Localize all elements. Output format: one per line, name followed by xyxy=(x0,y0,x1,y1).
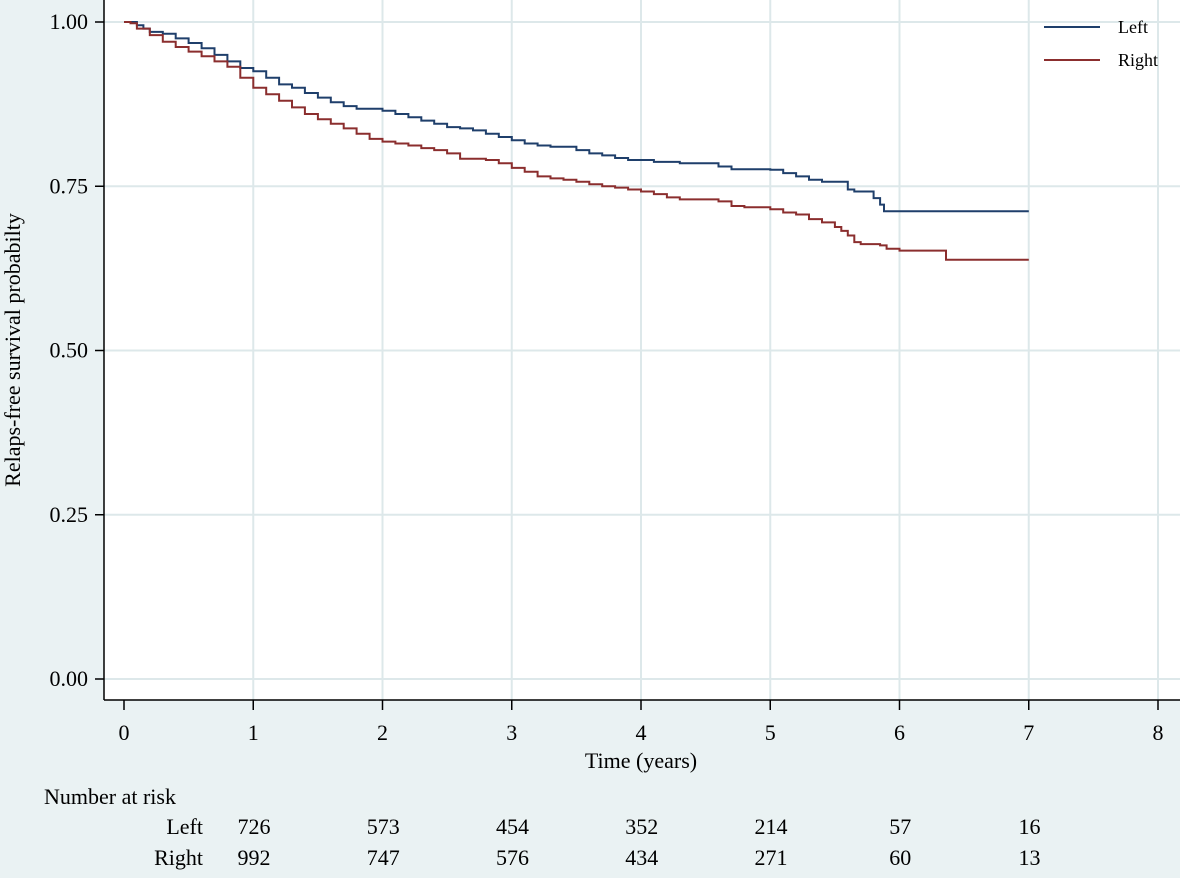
risk-count: 747 xyxy=(367,845,400,870)
y-tick-label: 0.75 xyxy=(50,173,89,198)
legend-label-left: Left xyxy=(1118,17,1148,37)
risk-count: 576 xyxy=(496,845,529,870)
x-tick-label: 0 xyxy=(119,720,130,745)
risk-count: 271 xyxy=(755,845,788,870)
x-tick-label: 4 xyxy=(636,720,647,745)
x-axis-label: Time (years) xyxy=(585,748,697,773)
risk-count: 57 xyxy=(889,814,911,839)
y-tick-label: 1.00 xyxy=(50,9,89,34)
risk-table: Number at risk Left 726 573 454 352 214 57 16 Ri… xyxy=(44,784,1041,870)
risk-row-label-right: Right xyxy=(154,845,203,870)
legend-label-right: Right xyxy=(1118,50,1158,70)
x-tick-label: 5 xyxy=(765,720,776,745)
risk-table-title: Number at risk xyxy=(44,784,176,809)
risk-count: 726 xyxy=(238,814,271,839)
y-tick-label: 0.25 xyxy=(50,502,89,527)
risk-count: 434 xyxy=(625,845,658,870)
risk-count: 573 xyxy=(367,814,400,839)
y-axis-label: Relaps-free survival probabilty xyxy=(0,213,25,487)
risk-count: 214 xyxy=(755,814,788,839)
risk-row-label-left: Left xyxy=(166,814,203,839)
risk-count: 60 xyxy=(889,845,911,870)
risk-count: 13 xyxy=(1019,845,1041,870)
x-tick-label: 2 xyxy=(377,720,388,745)
x-tick-label: 1 xyxy=(248,720,259,745)
risk-count: 16 xyxy=(1019,814,1041,839)
y-tick-label: 0.00 xyxy=(50,666,89,691)
x-tick-label: 7 xyxy=(1023,720,1034,745)
risk-count: 454 xyxy=(496,814,529,839)
x-tick-label: 8 xyxy=(1153,720,1164,745)
x-tick-label: 3 xyxy=(506,720,517,745)
x-tick-label: 6 xyxy=(894,720,905,745)
y-tick-label: 0.50 xyxy=(50,338,89,363)
risk-count: 992 xyxy=(238,845,271,870)
risk-count: 352 xyxy=(625,814,658,839)
